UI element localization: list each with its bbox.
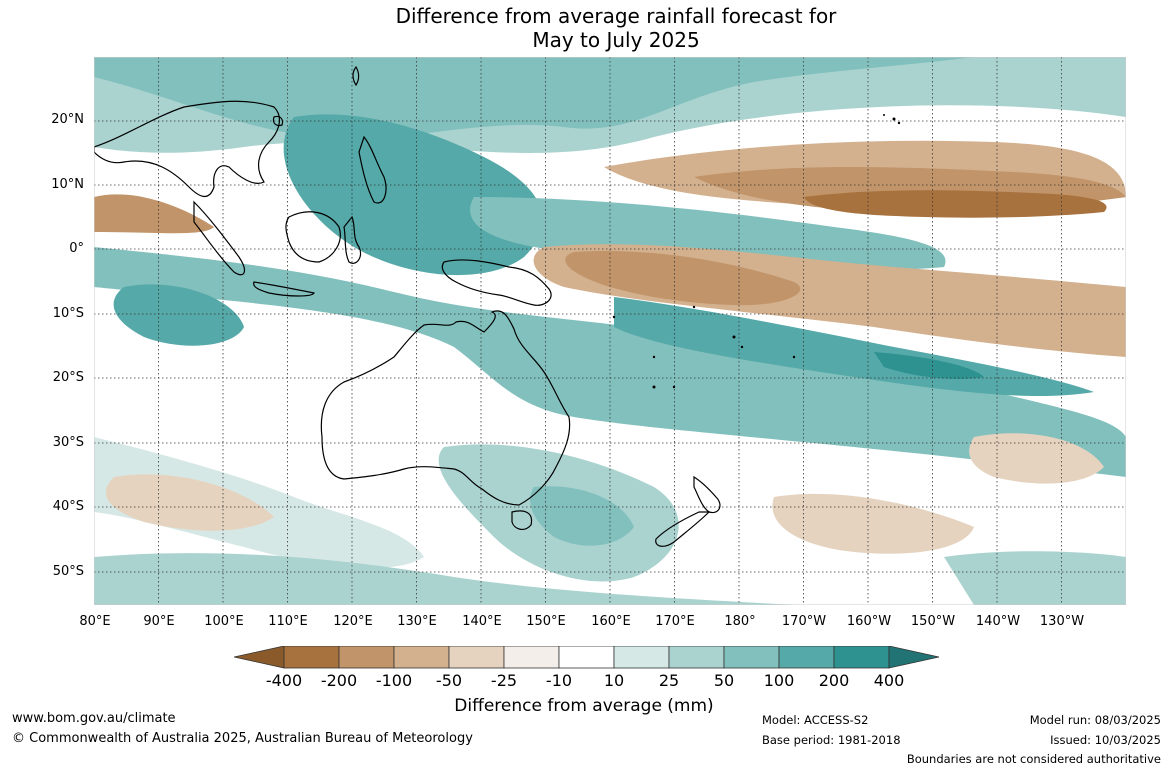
legend-tick-label: -100 bbox=[375, 671, 413, 690]
legend-tick-label: -200 bbox=[320, 671, 358, 690]
se-asia-outline bbox=[94, 100, 281, 197]
new-guinea-outline bbox=[441, 259, 552, 306]
model-run-date: Model run: 08/03/2025 bbox=[1029, 713, 1161, 727]
legend-colorbar bbox=[233, 645, 940, 676]
lon-label-100e: 100°E bbox=[204, 614, 244, 629]
lat-label-40s: 40°S bbox=[52, 499, 84, 514]
colorbar-segment bbox=[833, 645, 890, 669]
tasmania-outline bbox=[511, 510, 533, 531]
hainan-outline bbox=[272, 115, 284, 127]
new-zealand-north-outline bbox=[693, 475, 721, 514]
lat-label-50s: 50°S bbox=[52, 564, 84, 579]
colorbar-segment bbox=[283, 645, 340, 669]
lon-label-150e: 150°E bbox=[526, 614, 566, 629]
colorbar-segment bbox=[613, 645, 670, 669]
philippines-outline bbox=[358, 135, 387, 204]
pacific-islands bbox=[612, 114, 901, 389]
sulawesi-outline bbox=[343, 215, 362, 264]
lon-label-170w: 170°W bbox=[781, 614, 827, 629]
title-line-2: May to July 2025 bbox=[532, 28, 700, 52]
java-outline bbox=[253, 281, 315, 297]
colorbar-svg bbox=[233, 645, 940, 669]
lat-label-20n: 20°N bbox=[51, 112, 84, 127]
colorbar-arrow-left bbox=[233, 645, 285, 669]
lon-label-180: 180° bbox=[724, 614, 756, 629]
legend-tick-label: -25 bbox=[490, 671, 518, 690]
sumatra-outline bbox=[193, 200, 246, 276]
rainfall-map bbox=[94, 57, 1126, 605]
copyright-text: © Commonwealth of Australia 2025, Austra… bbox=[12, 731, 473, 746]
title-line-1: Difference from average rainfall forecas… bbox=[395, 4, 837, 28]
legend-tick-label: 10 bbox=[603, 671, 625, 690]
lat-label-30s: 30°S bbox=[52, 435, 84, 450]
lon-label-130w: 130°W bbox=[1039, 614, 1085, 629]
legend-tick-label: 400 bbox=[873, 671, 905, 690]
lon-label-140w: 140°W bbox=[975, 614, 1021, 629]
colorbar-segment bbox=[778, 645, 835, 669]
lon-label-170e: 170°E bbox=[655, 614, 695, 629]
base-period: Base period: 1981-2018 bbox=[762, 733, 901, 747]
lat-label-0: 0° bbox=[69, 241, 84, 256]
colorbar-arrow-right bbox=[888, 645, 940, 669]
australia-outline bbox=[320, 310, 571, 506]
legend-tick-label: -400 bbox=[265, 671, 303, 690]
legend-tick-label: 50 bbox=[713, 671, 735, 690]
lon-label-90e: 90°E bbox=[143, 614, 175, 629]
lat-label-10s: 10°S bbox=[52, 306, 84, 321]
map-svg bbox=[94, 57, 1126, 605]
issued-date: Issued: 10/03/2025 bbox=[1050, 733, 1161, 747]
legend-title: Difference from average (mm) bbox=[454, 696, 714, 716]
boundaries-disclaimer: Boundaries are not considered authoritat… bbox=[906, 752, 1161, 766]
legend-tick-label: 100 bbox=[763, 671, 795, 690]
borneo-outline bbox=[285, 211, 341, 263]
colorbar-segment bbox=[448, 645, 505, 669]
coastlines bbox=[94, 65, 721, 547]
lon-label-130e: 130°E bbox=[397, 614, 437, 629]
anomaly-fields bbox=[94, 57, 1126, 605]
colorbar-segment bbox=[393, 645, 450, 669]
map-title: Difference from average rainfall forecas… bbox=[0, 4, 1173, 52]
lon-label-160e: 160°E bbox=[591, 614, 631, 629]
colorbar-segment bbox=[338, 645, 395, 669]
website-link[interactable]: www.bom.gov.au/climate bbox=[12, 711, 176, 726]
lon-label-160w: 160°W bbox=[846, 614, 892, 629]
lon-label-120e: 120°E bbox=[333, 614, 373, 629]
graticule bbox=[94, 57, 1126, 605]
legend-tick-label: -50 bbox=[435, 671, 463, 690]
new-zealand-south-outline bbox=[655, 511, 711, 547]
legend-tick-label: 25 bbox=[658, 671, 680, 690]
legend-tick-label: 200 bbox=[818, 671, 850, 690]
colorbar-segment bbox=[558, 645, 615, 669]
lon-label-140e: 140°E bbox=[462, 614, 502, 629]
lat-label-10n: 10°N bbox=[51, 177, 84, 192]
colorbar-segment bbox=[723, 645, 780, 669]
colorbar-segment bbox=[668, 645, 725, 669]
taiwan-outline bbox=[352, 65, 360, 87]
lon-label-80e: 80°E bbox=[79, 614, 111, 629]
lon-label-150w: 150°W bbox=[910, 614, 956, 629]
lon-label-110e: 110°E bbox=[268, 614, 308, 629]
legend-tick-label: -10 bbox=[545, 671, 573, 690]
lat-label-20s: 20°S bbox=[52, 370, 84, 385]
colorbar-segment bbox=[503, 645, 560, 669]
model-name: Model: ACCESS-S2 bbox=[762, 713, 869, 727]
